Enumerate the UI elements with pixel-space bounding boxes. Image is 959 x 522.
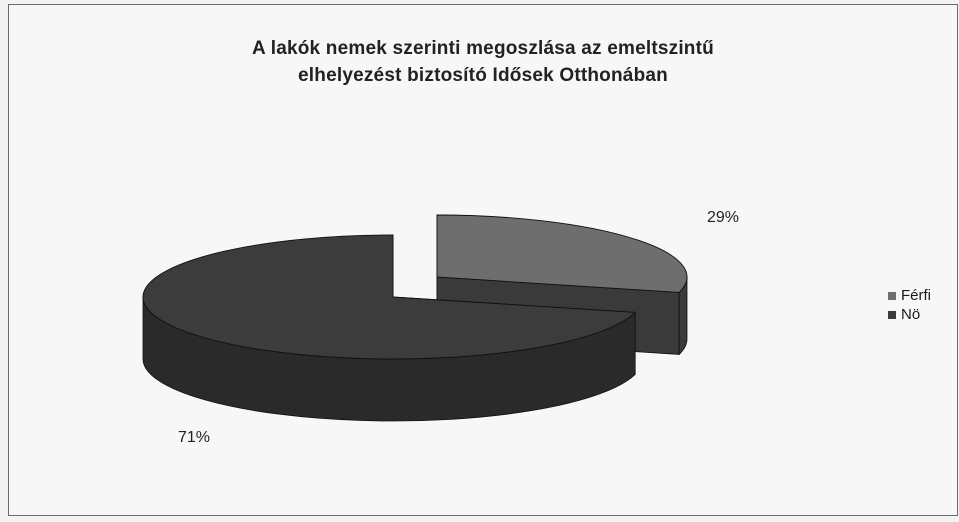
legend-swatch-ferfi: [888, 291, 896, 300]
chart-title-line-1: A lakók nemek szerinti megoszlása az eme…: [252, 38, 714, 59]
pie-slice-ferfi: [436, 214, 688, 293]
legend-swatch-no: [888, 310, 896, 319]
legend-item-no: Nö: [888, 305, 931, 324]
legend-label-no: Nö: [901, 306, 921, 323]
pie-slice-no: [142, 234, 637, 360]
legend: Férfi Nö: [888, 286, 931, 324]
chart-title: A lakók nemek szerinti megoszlása az eme…: [9, 35, 957, 89]
legend-item-ferfi: Férfi: [888, 286, 931, 305]
data-label-ferfi: 29%: [707, 209, 739, 226]
data-label-no: 71%: [178, 429, 210, 446]
chart-title-line-2: elhelyezést biztosító Idősek Otthonában: [298, 65, 668, 86]
legend-label-ferfi: Férfi: [901, 287, 931, 304]
